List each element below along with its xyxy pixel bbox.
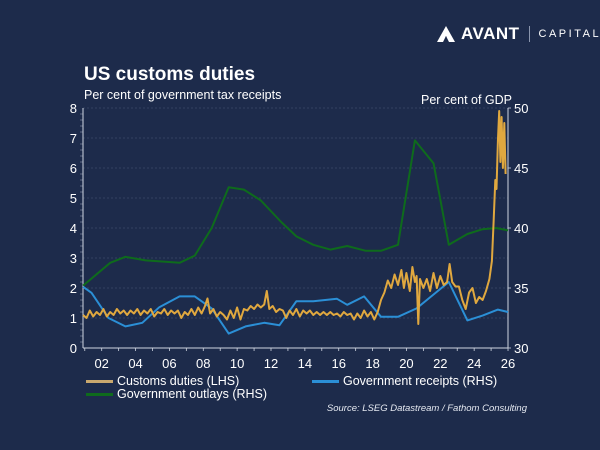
x-tick-label: 06 xyxy=(162,356,176,371)
x-tick-label: 16 xyxy=(331,356,345,371)
right-tick-label: 45 xyxy=(514,161,528,176)
right-tick-label: 35 xyxy=(514,281,528,296)
brand-name-bold: AVANT xyxy=(461,24,520,43)
legend-item-outlays: Government outlays (RHS) xyxy=(86,387,267,401)
left-tick-label: 4 xyxy=(70,221,77,236)
legend-item-customs: Customs duties (LHS) xyxy=(86,374,239,388)
x-tick-label: 08 xyxy=(196,356,210,371)
left-tick-label: 0 xyxy=(70,341,77,356)
series-line-receipts xyxy=(82,281,509,335)
legend-swatch xyxy=(86,392,113,396)
x-tick-label: 10 xyxy=(230,356,244,371)
right-axis-label: Per cent of GDP xyxy=(420,93,512,107)
legend-label: Government outlays (RHS) xyxy=(117,387,268,401)
legend-label: Government receipts (RHS) xyxy=(343,374,498,388)
chart-title: US customs duties xyxy=(84,64,256,85)
left-tick-label: 2 xyxy=(70,281,77,296)
brand-logo: AVANT CAPITAL xyxy=(437,24,600,44)
x-tick-label: 14 xyxy=(298,356,312,371)
x-tick-label: 26 xyxy=(501,356,515,371)
x-tick-label: 24 xyxy=(467,356,481,371)
legend-label: Customs duties (LHS) xyxy=(117,374,240,388)
right-tick-label: 40 xyxy=(514,221,528,236)
x-tick-label: 12 xyxy=(264,356,278,371)
x-tick-label: 22 xyxy=(433,356,447,371)
legend-swatch xyxy=(312,379,339,383)
brand-name-light: CAPITAL xyxy=(538,28,600,40)
x-tick-label: 18 xyxy=(365,356,379,371)
series-line-outlays xyxy=(82,139,509,287)
source-note: Source: LSEG Datastream / Fathom Consult… xyxy=(326,403,527,414)
left-tick-label: 1 xyxy=(70,311,77,326)
left-tick-label: 3 xyxy=(70,251,77,266)
right-tick-label: 30 xyxy=(514,341,528,356)
legend-item-receipts: Government receipts (RHS) xyxy=(312,374,497,388)
brand-divider xyxy=(528,26,530,42)
legend-swatch xyxy=(86,379,113,383)
left-tick-label: 6 xyxy=(70,161,77,176)
logo-mark-icon xyxy=(437,26,455,42)
left-tick-label: 8 xyxy=(70,101,77,116)
x-tick-label: 20 xyxy=(399,356,413,371)
left-axis-label: Per cent of government tax receipts xyxy=(84,88,282,102)
series-line-customs xyxy=(82,110,507,325)
x-tick-label: 04 xyxy=(128,356,142,371)
left-tick-label: 5 xyxy=(70,191,77,206)
right-tick-label: 50 xyxy=(514,101,528,116)
x-tick-label: 02 xyxy=(94,356,108,371)
left-tick-label: 7 xyxy=(70,131,77,146)
